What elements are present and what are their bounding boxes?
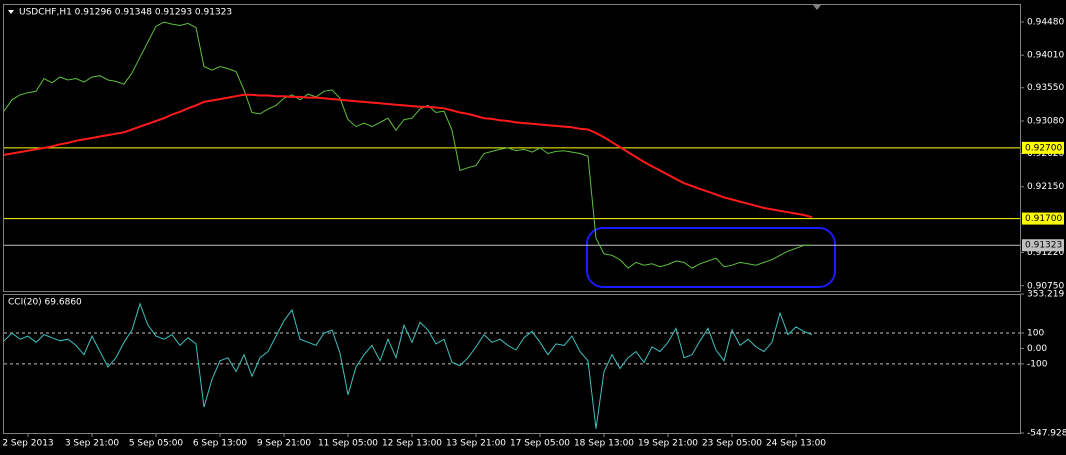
price-frame <box>3 4 1021 292</box>
price-level-tag <box>1022 141 1064 154</box>
y-tick-label: 0.92620 <box>1027 149 1064 159</box>
price-line <box>3 21 813 269</box>
y-tick-label: 0.92150 <box>1027 182 1064 192</box>
x-tick-label: 23 Sep 05:00 <box>702 439 762 449</box>
y-tick-label: 0.93080 <box>1027 116 1064 126</box>
y-tick-label: 0.93550 <box>1027 83 1064 93</box>
x-tick-label: 6 Sep 13:00 <box>193 439 248 449</box>
cci-line <box>3 302 813 429</box>
x-tick-label: 24 Sep 13:00 <box>766 439 826 449</box>
y-tick-label: -100 <box>1027 359 1048 369</box>
y-tick-label: 0.00 <box>1027 344 1047 354</box>
x-tick-label: 17 Sep 05:00 <box>510 439 570 449</box>
x-tick-label: 19 Sep 21:00 <box>638 439 698 449</box>
y-tick-label: 100 <box>1027 329 1044 339</box>
price-level-tag <box>1022 239 1064 252</box>
x-tick-label: 3 Sep 21:00 <box>65 439 120 449</box>
y-tick-label: 0.90750 <box>1027 281 1064 291</box>
price-level-tag <box>1022 212 1064 225</box>
x-tick-label: 13 Sep 21:00 <box>446 439 506 449</box>
cci-title: CCI(20) 69.6860 <box>8 298 82 308</box>
x-tick-label: 12 Sep 13:00 <box>382 439 442 449</box>
moving-average <box>3 93 813 219</box>
price-level-label: 0.92700 <box>1025 143 1062 153</box>
shift-marker <box>813 5 821 10</box>
price-title: USDCHF,H1 0.91296 0.91348 0.91293 0.9132… <box>19 8 232 18</box>
y-tick-label: 0.94010 <box>1027 51 1064 61</box>
y-tick-label: 0.94480 <box>1027 17 1064 27</box>
y-tick-label: 0.91220 <box>1027 248 1064 258</box>
x-tick-label: 2 Sep 2013 <box>2 439 53 449</box>
x-tick-label: 11 Sep 05:00 <box>318 439 378 449</box>
x-tick-label: 9 Sep 21:00 <box>257 439 312 449</box>
x-tick-label: 5 Sep 05:00 <box>129 439 184 449</box>
highlight-ellipse <box>586 227 836 288</box>
y-tick-label: -547.9286 <box>1027 429 1066 439</box>
y-tick-label: 353.219 <box>1027 290 1064 300</box>
price-level-label: 0.91323 <box>1025 241 1062 251</box>
menu-arrow <box>8 10 14 14</box>
price-level-label: 0.91700 <box>1025 214 1062 224</box>
x-tick-label: 18 Sep 13:00 <box>574 439 634 449</box>
